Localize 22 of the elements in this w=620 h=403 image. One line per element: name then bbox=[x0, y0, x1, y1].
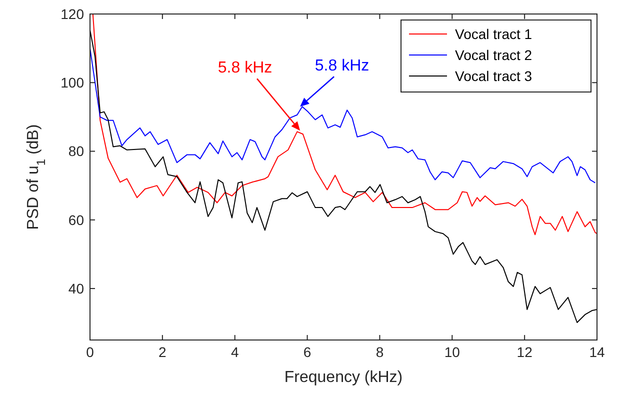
y-tick-label: 40 bbox=[68, 280, 84, 296]
y-tick-label: 120 bbox=[60, 6, 84, 22]
line-series bbox=[92, 14, 597, 236]
line-series bbox=[90, 48, 596, 184]
x-tick-label: 12 bbox=[516, 344, 533, 360]
x-tick-label: 6 bbox=[303, 344, 312, 360]
legend-label: Vocal tract 3 bbox=[455, 68, 532, 84]
y-tick-label: 80 bbox=[68, 143, 84, 160]
annotation: 5.8 kHz bbox=[314, 58, 370, 75]
legend-label: Vocal tract 1 bbox=[455, 26, 532, 42]
x-tick-label: 4 bbox=[230, 344, 239, 360]
y-tick-label: 60 bbox=[68, 212, 84, 228]
x-tick-label: 14 bbox=[589, 344, 605, 360]
x-tick-label: 0 bbox=[86, 344, 94, 360]
annotation: 5.8 kHz bbox=[218, 60, 272, 77]
x-tick-label: 2 bbox=[158, 344, 167, 360]
y-tick-label: 100 bbox=[60, 74, 84, 91]
legend-label: Vocal tract 2 bbox=[455, 46, 532, 63]
x-axis-title: Frequency (kHz) bbox=[284, 369, 403, 386]
x-tick-label: 10 bbox=[444, 344, 460, 360]
line-series bbox=[90, 30, 597, 323]
x-tick-label: 8 bbox=[376, 344, 384, 360]
